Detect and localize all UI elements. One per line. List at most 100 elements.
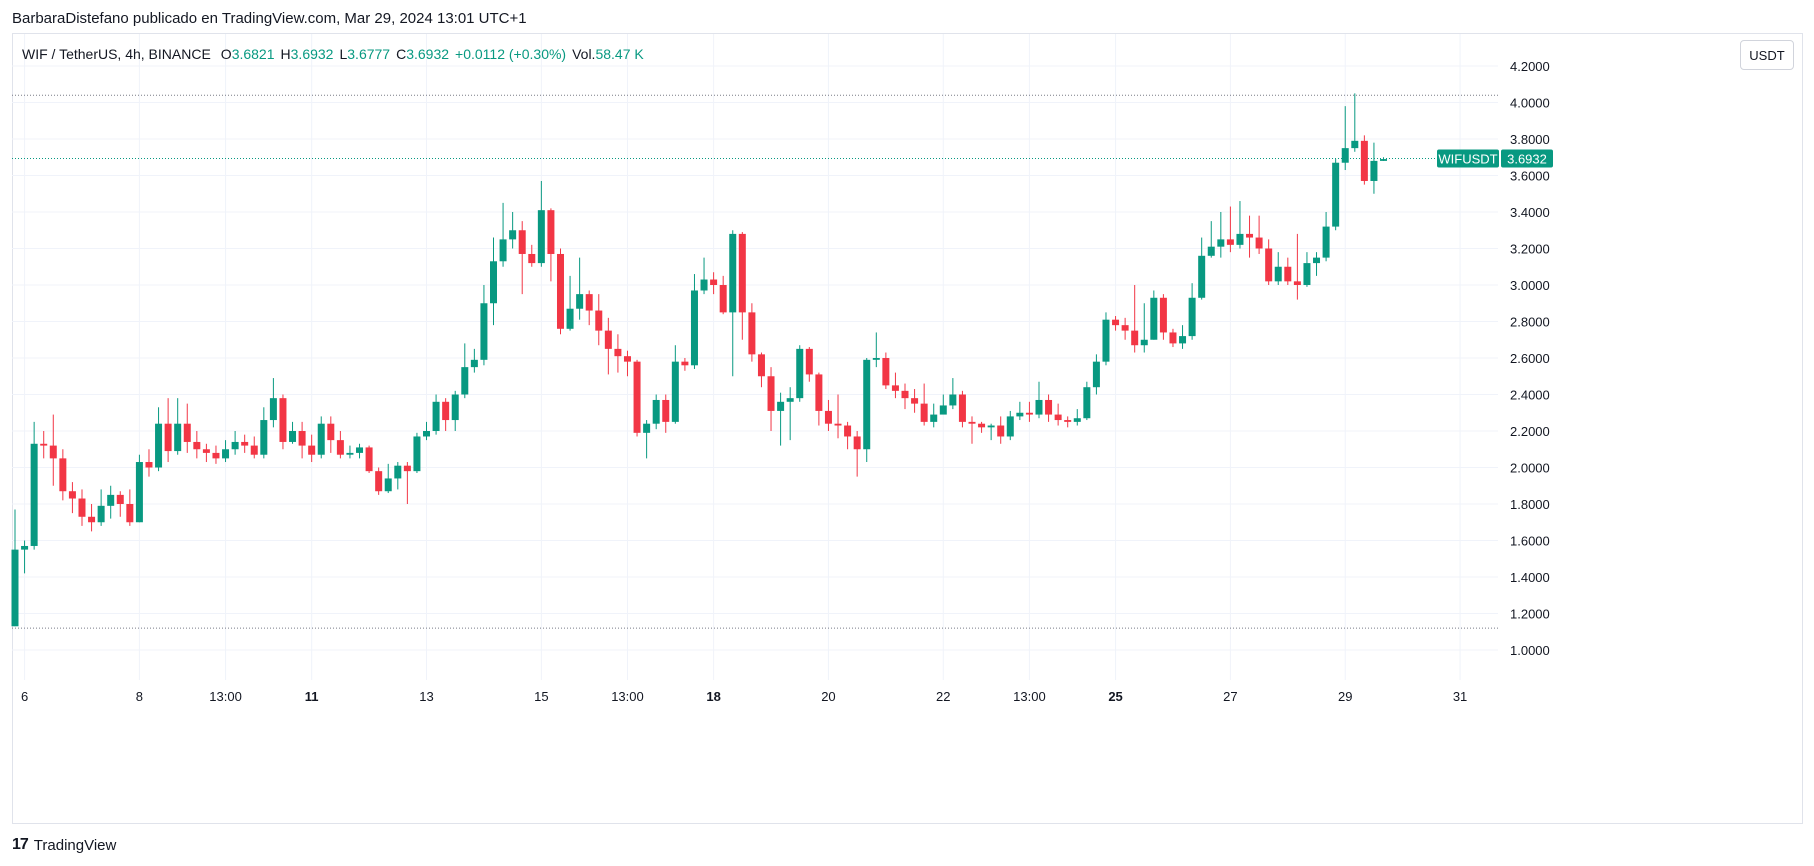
- price-tick-label: 2.6000: [1510, 351, 1550, 366]
- price-tick-label: 3.6000: [1510, 169, 1550, 184]
- candle-body: [920, 403, 928, 422]
- candle-body: [250, 445, 258, 455]
- candle-body: [30, 443, 38, 546]
- candle: [289, 421, 297, 444]
- price-tick-label: 3.0000: [1510, 278, 1550, 293]
- candle: [1341, 106, 1349, 171]
- candle-body: [413, 436, 421, 472]
- candle-body: [556, 253, 564, 329]
- legend-open-label: O: [220, 46, 232, 62]
- candle: [356, 443, 364, 459]
- time-tick-label: 29: [1338, 689, 1352, 704]
- candle-body: [662, 399, 670, 422]
- candle: [88, 504, 96, 532]
- candle: [633, 359, 641, 437]
- candle: [1054, 403, 1062, 426]
- candle-body: [403, 465, 411, 472]
- time-tick-label: 13: [419, 689, 433, 704]
- price-tick-label: 2.4000: [1510, 388, 1550, 403]
- candle: [107, 485, 115, 519]
- candle: [59, 449, 67, 501]
- price-tick-label: 3.2000: [1510, 242, 1550, 257]
- candle-body: [604, 330, 612, 349]
- price-tag-symbol: WIFUSDT: [1438, 151, 1497, 166]
- candle-body: [298, 431, 306, 446]
- candle: [78, 489, 86, 526]
- candle-body: [1073, 418, 1081, 422]
- candle: [365, 445, 373, 473]
- candle: [824, 399, 832, 431]
- candle-body: [853, 436, 861, 450]
- candle-body: [1045, 399, 1053, 415]
- candle-body: [863, 359, 871, 450]
- candle-body: [164, 423, 172, 452]
- candle: [978, 421, 986, 433]
- time-tick-label: 13:00: [611, 689, 644, 704]
- candle-body: [1179, 336, 1187, 344]
- candle-body: [442, 401, 450, 421]
- chart-attribution: BarbaraDistefano publicado en TradingVie…: [12, 10, 527, 27]
- candle-body: [872, 358, 880, 360]
- price-tick-label: 2.0000: [1510, 461, 1550, 476]
- candle: [911, 389, 919, 413]
- candle: [346, 445, 354, 459]
- candle-body: [279, 398, 287, 442]
- legend-volume-label: Vol.: [572, 46, 596, 62]
- candle: [40, 431, 48, 459]
- candle: [375, 467, 383, 495]
- candle: [872, 332, 880, 368]
- candle: [930, 403, 938, 428]
- candle: [1131, 285, 1139, 353]
- candle-body: [1140, 339, 1148, 346]
- candle: [327, 416, 335, 453]
- candle-body: [690, 290, 698, 366]
- candle: [1351, 93, 1359, 152]
- candle: [834, 394, 842, 439]
- candle: [719, 275, 727, 315]
- candle: [164, 398, 172, 463]
- candle: [202, 443, 210, 463]
- candle-body: [528, 253, 536, 264]
- candle: [30, 421, 38, 550]
- candle: [518, 221, 526, 295]
- currency-button[interactable]: USDT: [1740, 40, 1794, 70]
- candle: [116, 491, 124, 517]
- candle-body: [432, 401, 440, 431]
- candle-body: [202, 449, 210, 453]
- candle: [614, 334, 622, 373]
- candle: [1188, 283, 1196, 340]
- candle-body: [1102, 319, 1110, 362]
- candle-body: [1217, 239, 1225, 247]
- candle-body: [107, 494, 115, 506]
- time-tick-label: 6: [21, 689, 28, 704]
- candle: [901, 383, 909, 410]
- candle: [384, 463, 392, 494]
- candle: [1255, 215, 1263, 254]
- price-tick-label: 1.0000: [1510, 643, 1550, 658]
- candle: [863, 358, 871, 463]
- price-tick-label: 4.0000: [1510, 96, 1550, 111]
- candle: [1045, 394, 1053, 422]
- candle-body: [269, 398, 277, 421]
- candle-body: [222, 449, 230, 459]
- candle-body: [470, 359, 478, 368]
- candle-body: [882, 358, 890, 386]
- candle: [174, 398, 182, 455]
- price-tag-symbol-bg: [1437, 149, 1499, 168]
- candle-body: [1265, 248, 1273, 282]
- price-tick-label: 1.2000: [1510, 607, 1550, 622]
- candle: [97, 489, 105, 526]
- footer-logo-text: TradingView: [33, 836, 117, 854]
- candle-body: [614, 348, 622, 357]
- candle: [623, 350, 631, 377]
- candle-body: [1236, 233, 1244, 245]
- candle-body: [1159, 297, 1167, 333]
- candle-body: [193, 441, 201, 450]
- legend-high-label: H: [280, 46, 291, 62]
- candle: [595, 294, 603, 346]
- candle-body: [212, 452, 220, 459]
- candle-body: [844, 425, 852, 437]
- candle-body: [241, 441, 249, 446]
- candle-body: [1131, 330, 1139, 346]
